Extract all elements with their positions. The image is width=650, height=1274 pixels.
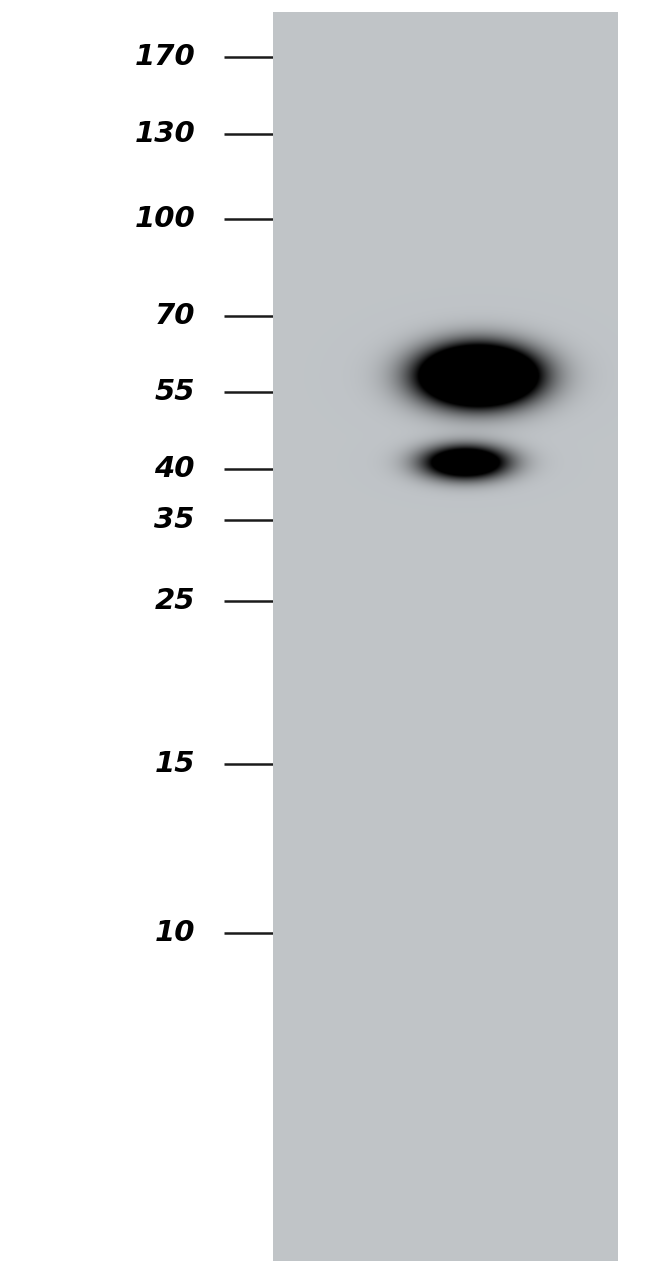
Text: 25: 25 [155,587,195,615]
Text: 55: 55 [155,378,195,406]
Text: 130: 130 [135,120,195,148]
Bar [273,13,283,1261]
Bar [608,13,617,1261]
Text: 70: 70 [155,302,195,330]
Text: 170: 170 [135,43,195,71]
Text: 10: 10 [155,919,195,947]
Bar [273,13,618,1261]
Text: 40: 40 [155,455,195,483]
Text: 100: 100 [135,205,195,233]
Text: 15: 15 [155,750,195,778]
Text: 35: 35 [155,506,195,534]
